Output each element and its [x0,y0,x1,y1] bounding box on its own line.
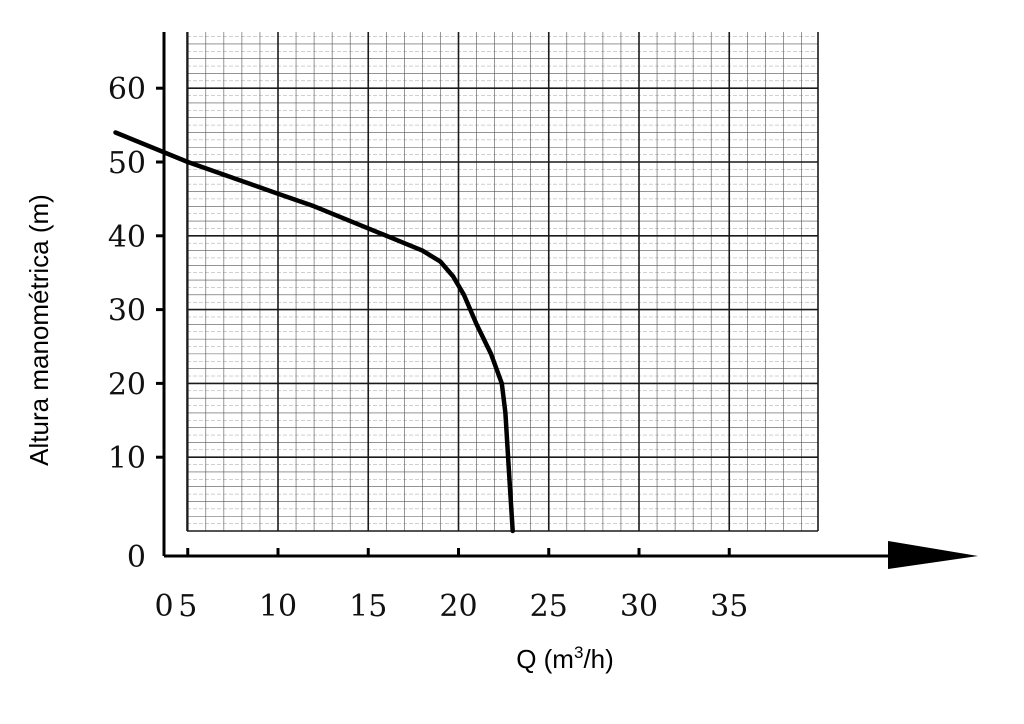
y-tick-label: 0 [127,540,146,575]
x-axis-title: Q (m3/h) [516,643,614,674]
tick-labels: 0 5 10 15 20 25 30 35 0 10 20 30 40 50 60 [108,72,749,624]
x-tick-label: 30 [620,589,658,624]
x-tick-label: 25 [530,589,568,624]
y-tick-label: 60 [108,72,146,107]
x-axis-arrow-icon [888,541,978,569]
y-tick-label: 30 [108,294,146,329]
series [113,130,515,534]
y-tick-label: 10 [108,441,146,476]
axes [162,32,978,569]
x-tick-label: 10 [259,589,297,624]
y-tick-label: 20 [108,367,146,402]
pump-curve-line [113,130,515,534]
x-tick-label: 5 [178,589,197,624]
y-axis-title: Altura manométrica (m) [24,194,54,466]
y-tick-label: 40 [108,220,146,255]
x-tick-label: 20 [439,589,477,624]
x-tick-label: 35 [710,589,748,624]
x-tick-label: 15 [349,589,387,624]
x-tick-label: 0 [154,589,173,624]
y-tick-label: 50 [108,146,146,181]
grid [186,32,819,532]
